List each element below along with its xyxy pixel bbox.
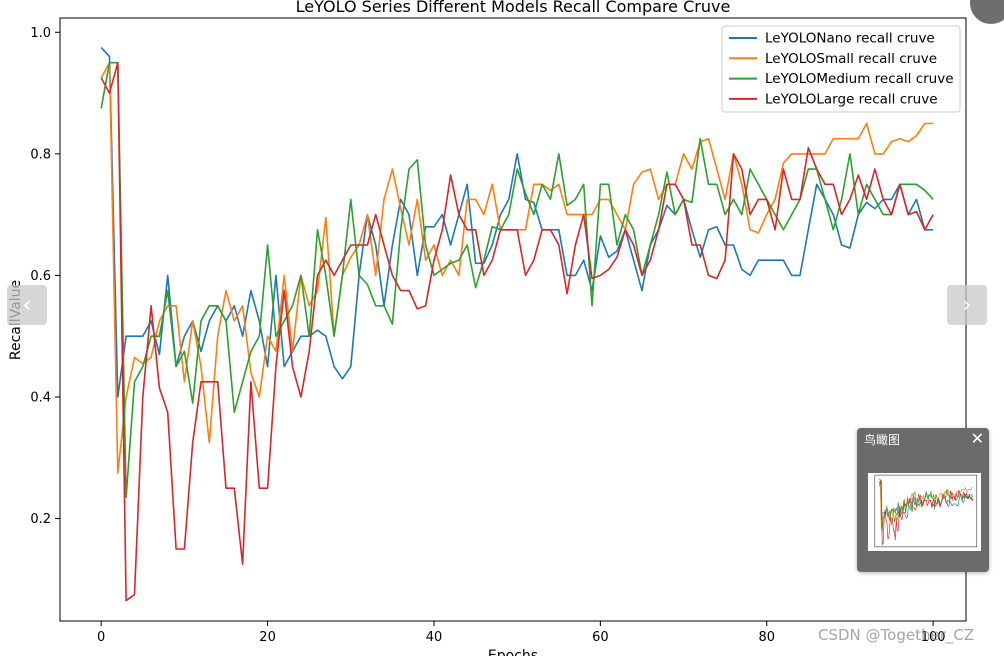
x-tick-label: 20: [259, 630, 276, 645]
legend: LeYOLONano recall cruve LeYOLOSmall recal…: [721, 25, 961, 113]
series-line-0: [100, 46, 934, 398]
y-tick-label: 0.4: [30, 391, 51, 406]
y-tick-label: 0.2: [30, 512, 51, 527]
watermark: CSDN @Together_CZ: [818, 626, 975, 644]
y-axis: 0.2 0.4 0.6 0.8 1.0: [30, 26, 60, 527]
legend-label: LeYOLOMedium recall cruve: [765, 71, 954, 87]
x-axis: 0 20 40 60 80 100: [97, 621, 946, 645]
legend-label: LeYOLONano recall cruve: [765, 31, 935, 47]
y-tick-label: 0.8: [30, 147, 51, 162]
close-icon[interactable]: ✕: [970, 429, 984, 448]
legend-box: [721, 25, 961, 113]
x-tick-label: 40: [426, 630, 443, 645]
series-line-1: [100, 61, 934, 474]
x-tick-label: 0: [97, 630, 105, 645]
y-tick-label: 1.0: [30, 26, 51, 41]
x-tick-label: 100: [921, 630, 946, 645]
overview-title: 鸟瞰图: [864, 433, 901, 447]
prev-image-button[interactable]: ‹: [7, 285, 47, 325]
next-image-button[interactable]: ›: [947, 285, 987, 325]
x-tick-label: 60: [592, 630, 609, 645]
overview-thumbnail[interactable]: [868, 473, 981, 551]
legend-label: LeYOLOSmall recall cruve: [765, 51, 937, 67]
y-tick-label: 0.6: [30, 269, 51, 284]
x-tick-label: 80: [758, 630, 775, 645]
chart-title: LeYOLO Series Different Models Recall Co…: [296, 0, 731, 16]
legend-label: LeYOLOLarge recall cruve: [765, 91, 938, 107]
series-line-3: [100, 61, 934, 602]
series-line-2: [100, 61, 934, 499]
overview-panel: 鸟瞰图 ✕: [857, 428, 989, 572]
x-axis-label: Epochs: [488, 648, 538, 656]
